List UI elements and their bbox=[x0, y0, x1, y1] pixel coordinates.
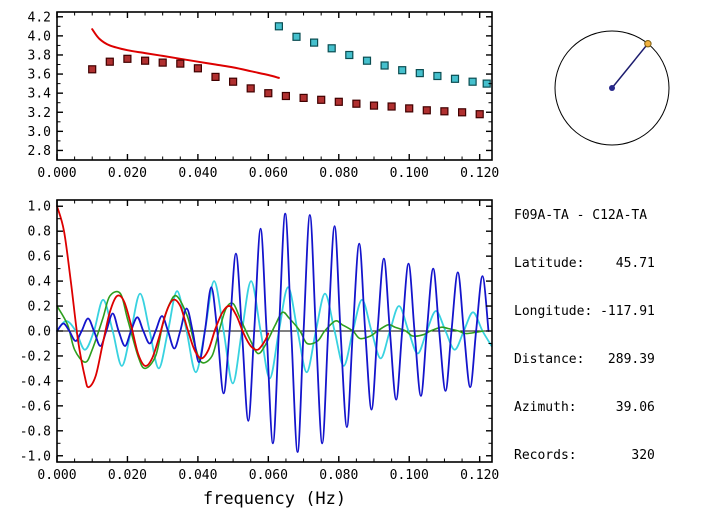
series-red-waveform bbox=[56, 205, 270, 389]
info-longitude-line: Longitude: -117.91 bbox=[514, 304, 655, 319]
svg-text:0.100: 0.100 bbox=[390, 468, 429, 483]
svg-text:0.060: 0.060 bbox=[249, 166, 288, 181]
svg-text:-0.8: -0.8 bbox=[20, 424, 51, 439]
series-cyan-group-velocity-points bbox=[274, 22, 491, 88]
svg-text:4.0: 4.0 bbox=[28, 29, 51, 44]
svg-text:0.4: 0.4 bbox=[28, 275, 52, 290]
station-pair-info-block: F09A-TA - C12A-TA Latitude: 45.71 Longit… bbox=[514, 176, 655, 496]
svg-text:0.8: 0.8 bbox=[28, 225, 51, 240]
info-distance-line: Distance: 289.39 bbox=[514, 352, 655, 367]
svg-text:0.2: 0.2 bbox=[28, 300, 51, 315]
svg-text:1.0: 1.0 bbox=[28, 200, 51, 215]
svg-text:0.120: 0.120 bbox=[460, 166, 499, 181]
azimuth-circle-diagram bbox=[554, 30, 670, 146]
svg-text:-0.2: -0.2 bbox=[20, 349, 51, 364]
info-records-line: Records: 320 bbox=[514, 448, 655, 463]
svg-text:-0.6: -0.6 bbox=[20, 399, 51, 414]
svg-text:-0.4: -0.4 bbox=[20, 374, 51, 389]
svg-text:0.020: 0.020 bbox=[108, 166, 147, 181]
svg-text:3.6: 3.6 bbox=[28, 68, 51, 83]
filtered-waveforms-plot: 0.000 0.020 0.040 0.060 0.080 0.100 0.120 1.0 0.… bbox=[20, 199, 499, 509]
svg-text:0.080: 0.080 bbox=[319, 166, 358, 181]
azimuth-line bbox=[611, 43, 649, 89]
station-pair-title: F09A-TA - C12A-TA bbox=[514, 208, 648, 223]
center-station-dot bbox=[609, 85, 615, 91]
svg-text:3.2: 3.2 bbox=[28, 106, 51, 121]
azimuth-circle bbox=[554, 30, 670, 146]
svg-text:0.080: 0.080 bbox=[319, 468, 358, 483]
svg-text:0.020: 0.020 bbox=[108, 468, 147, 483]
svg-text:0.040: 0.040 bbox=[178, 468, 217, 483]
svg-text:3.4: 3.4 bbox=[28, 87, 52, 102]
svg-text:3.0: 3.0 bbox=[28, 125, 51, 140]
svg-text:4.2: 4.2 bbox=[28, 10, 51, 25]
series-green-waveform bbox=[56, 290, 484, 370]
series-dispersion-curve-line bbox=[91, 28, 280, 79]
svg-text:0.060: 0.060 bbox=[249, 468, 288, 483]
svg-text:0.120: 0.120 bbox=[460, 468, 499, 483]
series-blue-waveform bbox=[56, 212, 490, 453]
svg-text:frequency (Hz): frequency (Hz) bbox=[203, 489, 346, 509]
svg-text:0.100: 0.100 bbox=[390, 166, 429, 181]
svg-text:-1.0: -1.0 bbox=[20, 449, 51, 464]
svg-text:0.0: 0.0 bbox=[28, 325, 51, 340]
svg-text:3.8: 3.8 bbox=[28, 48, 51, 63]
info-latitude-line: Latitude: 45.71 bbox=[514, 256, 655, 271]
group-velocity-dispersion-plot: 0.000 0.020 0.040 0.060 0.080 0.100 0.120 2.8 3.… bbox=[28, 10, 500, 181]
svg-text:0.000: 0.000 bbox=[37, 468, 76, 483]
svg-text:0.6: 0.6 bbox=[28, 250, 51, 265]
info-azimuth-line: Azimuth: 39.06 bbox=[514, 400, 655, 415]
svg-text:0.040: 0.040 bbox=[178, 166, 217, 181]
svg-text:2.8: 2.8 bbox=[28, 144, 51, 159]
svg-text:0.000: 0.000 bbox=[37, 166, 76, 181]
series-red-group-velocity-points bbox=[88, 54, 484, 119]
azimuth-endpoint-dot bbox=[644, 40, 652, 48]
